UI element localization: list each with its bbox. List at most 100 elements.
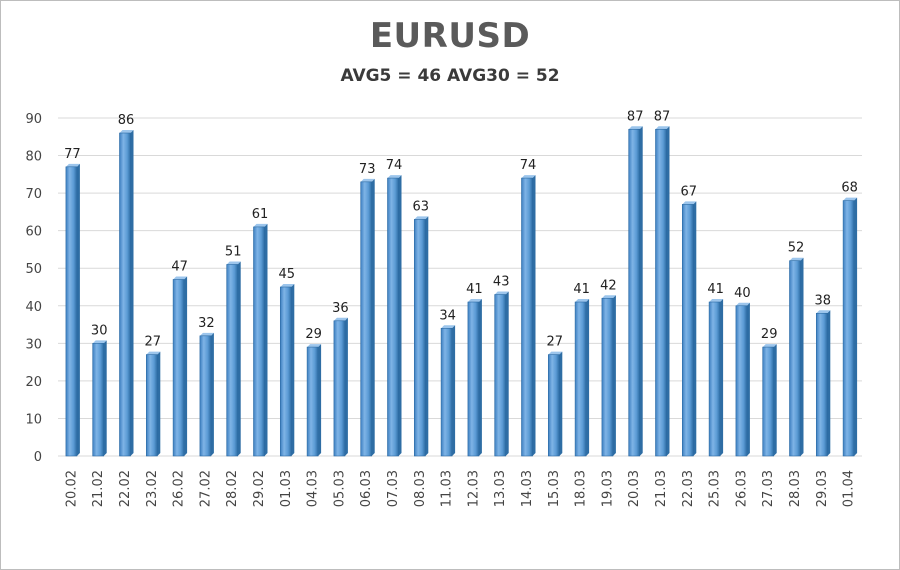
x-tick-label: 26.02 (172, 470, 187, 507)
bar-front (199, 335, 212, 457)
bar (467, 299, 482, 457)
y-tick-label: 60 (25, 225, 42, 240)
bar (815, 310, 831, 457)
bar-top (467, 299, 482, 303)
x-tick-label: 23.02 (145, 470, 160, 507)
bar-top (735, 302, 750, 306)
bar-top (119, 130, 134, 134)
bar (253, 223, 268, 457)
y-tick-label: 70 (25, 187, 42, 202)
x-tick-label: 20.03 (627, 470, 642, 507)
bar-top (816, 310, 831, 314)
data-label: 29 (761, 327, 778, 342)
bar-side (773, 344, 777, 456)
data-labels: 77 30 86 27 47 32 51 61 45 29 36 73 74 63 34 41 43 74 27 41… (64, 109, 858, 349)
bar-front (253, 226, 265, 457)
bar-side (586, 299, 590, 456)
chart-title: EURUSD (369, 16, 531, 56)
bar-top (762, 344, 777, 348)
bar-side (639, 126, 643, 457)
bar-side (800, 257, 804, 456)
x-tick-label: 20.02 (64, 470, 79, 507)
bar-top (441, 325, 456, 329)
x-tick-label: 14.03 (520, 470, 535, 507)
bar (413, 216, 429, 457)
bar-side (425, 216, 429, 456)
x-tick-label: 27.03 (761, 470, 776, 507)
data-label: 30 (91, 323, 108, 338)
x-tick-label: 06.03 (359, 470, 374, 507)
bar-top (521, 175, 536, 179)
bar (494, 291, 509, 457)
bar-top (360, 178, 375, 182)
data-label: 41 (707, 282, 724, 297)
bar-front (521, 177, 533, 457)
x-tick-label: 22.03 (681, 470, 696, 507)
x-tick-label: 07.03 (386, 470, 401, 507)
bar-front (574, 301, 587, 457)
bar-side (237, 261, 241, 456)
x-tick-label: 28.02 (225, 470, 240, 507)
bar-front (467, 301, 480, 457)
bar-top (682, 201, 697, 205)
bar-front (708, 301, 721, 457)
bar (789, 257, 804, 457)
bar-side (157, 351, 161, 456)
bar-side (264, 223, 268, 456)
data-label: 63 (413, 199, 430, 214)
bar (628, 126, 643, 457)
data-label: 73 (359, 162, 376, 177)
x-tick-label: 01.04 (842, 470, 857, 507)
x-tick-label: 05.03 (332, 470, 347, 507)
x-tick-label: 25.03 (708, 470, 723, 507)
bar-front (306, 346, 319, 457)
bar (199, 332, 214, 457)
data-label: 43 (493, 275, 510, 290)
x-tick-label: 29.03 (815, 470, 830, 507)
bar (708, 299, 724, 457)
bar (306, 344, 322, 457)
bar-top (789, 257, 804, 261)
x-tick-label: 27.02 (198, 470, 213, 507)
bar-top (199, 332, 214, 336)
data-label: 45 (279, 267, 296, 282)
bar-side (532, 175, 536, 457)
data-label: 61 (252, 207, 269, 222)
data-label: 67 (681, 184, 698, 199)
data-label: 42 (600, 278, 617, 293)
x-tick-label: 26.03 (734, 470, 749, 507)
bar-side (76, 163, 80, 457)
bars (65, 126, 858, 457)
data-label: 27 (547, 335, 564, 350)
bar-front (628, 128, 641, 457)
bar (146, 351, 161, 457)
bar-top (146, 351, 161, 355)
data-label: 40 (734, 286, 751, 301)
bar-side (612, 295, 616, 456)
bar-side (559, 351, 563, 456)
bar-front (440, 328, 453, 457)
y-tick-label: 0 (34, 450, 42, 465)
bar-front (333, 320, 346, 457)
bar-front (65, 166, 78, 457)
data-label: 27 (145, 335, 162, 350)
bar-front (842, 200, 855, 457)
data-label: 47 (171, 259, 188, 274)
bar (119, 130, 134, 457)
bar-side (103, 340, 107, 456)
data-label: 68 (841, 181, 858, 196)
bar-top (173, 276, 188, 280)
bar (521, 175, 536, 457)
bar-side (827, 310, 831, 456)
bar (574, 299, 590, 457)
bar-top (92, 340, 107, 344)
bar-side (130, 130, 134, 456)
bar-side (693, 201, 697, 456)
bar-top (709, 299, 724, 303)
data-label: 34 (439, 308, 456, 323)
bar-front (413, 219, 426, 457)
data-label: 52 (788, 241, 805, 256)
bar-side (398, 175, 402, 457)
bar (279, 284, 295, 457)
